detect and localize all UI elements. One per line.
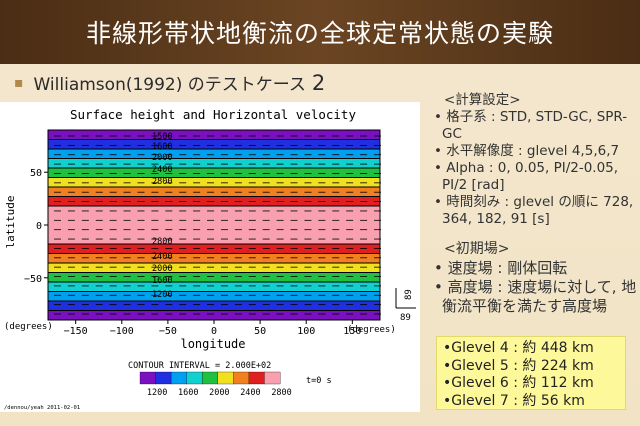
height-band [48,149,380,159]
subtitle-number: 2 [311,70,326,95]
glevel-box: •Glevel 4 : 約 448 km •Glevel 5 : 約 224 k… [436,336,626,410]
contour-label: 2400 [152,252,172,262]
subtitle: ▪ Williamson(1992) のテストケース 2 [14,70,326,96]
colorbar-swatch [248,371,265,385]
y-axis-label: latitude [4,196,17,249]
glevel-item: •Glevel 7 : 約 56 km [443,392,585,409]
initial-heading: <初期場> [444,241,510,257]
time-label: t=0 s [306,376,332,386]
colorbar-swatch [139,371,157,385]
contour-label: 2000 [152,153,172,163]
contour-label: 2800 [152,237,172,247]
y-tick-label: 0 [36,221,42,232]
chart-svg: Surface height and Horizontal velocity 1… [4,107,416,411]
height-band [48,244,380,254]
settings-item: • Alpha : 0, 0.05, PI/2-0.05, PI/2 [rad] [434,160,619,193]
colorbar-label: 1600 [178,388,198,398]
contour-label: 1500 [152,132,172,142]
colorbar-swatch [264,371,281,385]
colorbar-label: 2800 [271,388,291,398]
glevel-item: •Glevel 4 : 約 448 km [443,340,594,356]
x-tick-label: 0 [211,326,217,337]
height-band [48,310,380,321]
vector-ref-horizontal: 89 [400,313,411,323]
colorbar-label: 2000 [209,388,229,398]
settings-heading: <計算設定> [444,92,521,108]
initial-item: • 速度場 : 剛体回転 [434,259,568,277]
x-tick-label: −150 [64,326,88,337]
vector-reference: 89 89 [395,288,416,323]
y-tick-label: 50 [30,168,42,179]
initial-panel: <初期場> • 速度場 : 剛体回転 • 高度場 : 速度場に対して, 地衡流平… [432,240,637,316]
colorbar-swatch [170,371,188,385]
contour-label: 1200 [152,290,172,300]
height-band [48,272,380,283]
height-band [48,168,380,178]
x-tick-label: 100 [297,326,315,337]
height-band [48,234,380,245]
contour-label: 1600 [152,142,172,152]
chart-panel: Surface height and Horizontal velocity 1… [0,102,420,412]
contour-label: 2000 [152,264,172,274]
colorbar: 1200 1600 2000 2400 2800 [139,371,292,398]
colorbar-swatch [233,371,250,385]
x-unit-label: (degrees) [347,325,396,335]
height-band [48,253,380,264]
y-unit-label: (degrees) [4,322,53,332]
height-band [48,139,380,150]
x-axis-label: longitude [180,337,245,351]
slide-title: 非線形帯状地衡流の全球定常状態の実験 [0,0,640,64]
x-tick-label: −100 [110,326,134,337]
height-bands [48,130,380,321]
x-tick-label: −50 [159,326,177,337]
height-band [48,130,380,140]
colorbar-label: 1200 [147,388,167,398]
axis-ticks: −150 −100 −50 0 50 100 150 50 0 −50 [24,168,361,337]
colorbar-swatch [202,371,219,385]
height-band [48,291,380,302]
initial-item: • 高度場 : 速度場に対して, 地衡流平衡を満たす高度場 [434,278,637,315]
colorbar-swatch [217,371,234,385]
contour-label: 1600 [152,276,172,286]
height-band [48,263,380,273]
colorbar-swatch [186,371,203,385]
settings-item: • 格子系 : STD, STD-GC, SPR-GC [434,109,628,142]
settings-panel: <計算設定> • 格子系 : STD, STD-GC, SPR-GC • 水平解… [432,92,637,228]
x-tick-label: 150 [343,326,361,337]
height-band [48,301,380,311]
height-band [48,282,380,292]
chart-title: Surface height and Horizontal velocity [70,107,356,122]
settings-item: • 時間刻み : glevel の順に 728, 364, 182, 91 [s… [434,194,634,227]
subtitle-text: Williamson(1992) のテストケース [33,75,306,95]
contour-label: 2400 [152,165,172,175]
footer-label: /dennou/yeah 2011-02-01 [4,405,80,411]
y-tick-label: −50 [24,274,42,285]
contour-label: 2800 [152,177,172,187]
colorbar-label: 2400 [240,388,260,398]
contour-interval-label: CONTOUR INTERVAL = 2.000E+02 [128,361,271,371]
colorbar-swatch [155,371,172,385]
height-band [48,158,380,169]
glevel-item: •Glevel 6 : 約 112 km [443,375,594,391]
settings-item: • 水平解像度 : glevel 4,5,6,7 [434,143,620,159]
bullet-icon: ▪ [14,74,24,91]
vector-ref-vertical: 89 [404,289,414,300]
x-tick-label: 50 [254,326,266,337]
glevel-item: •Glevel 5 : 約 224 km [443,357,594,374]
